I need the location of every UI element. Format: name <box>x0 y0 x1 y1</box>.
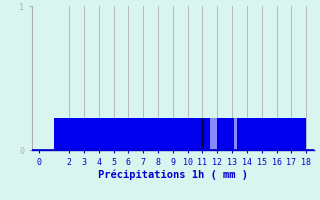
Bar <box>201 118 204 150</box>
Bar <box>236 118 306 150</box>
Bar <box>217 118 234 150</box>
Bar <box>234 118 236 150</box>
X-axis label: Précipitations 1h ( mm ): Précipitations 1h ( mm ) <box>98 169 248 180</box>
Bar <box>210 118 214 150</box>
Bar <box>214 118 217 150</box>
Bar <box>54 118 201 150</box>
Bar <box>204 118 210 150</box>
